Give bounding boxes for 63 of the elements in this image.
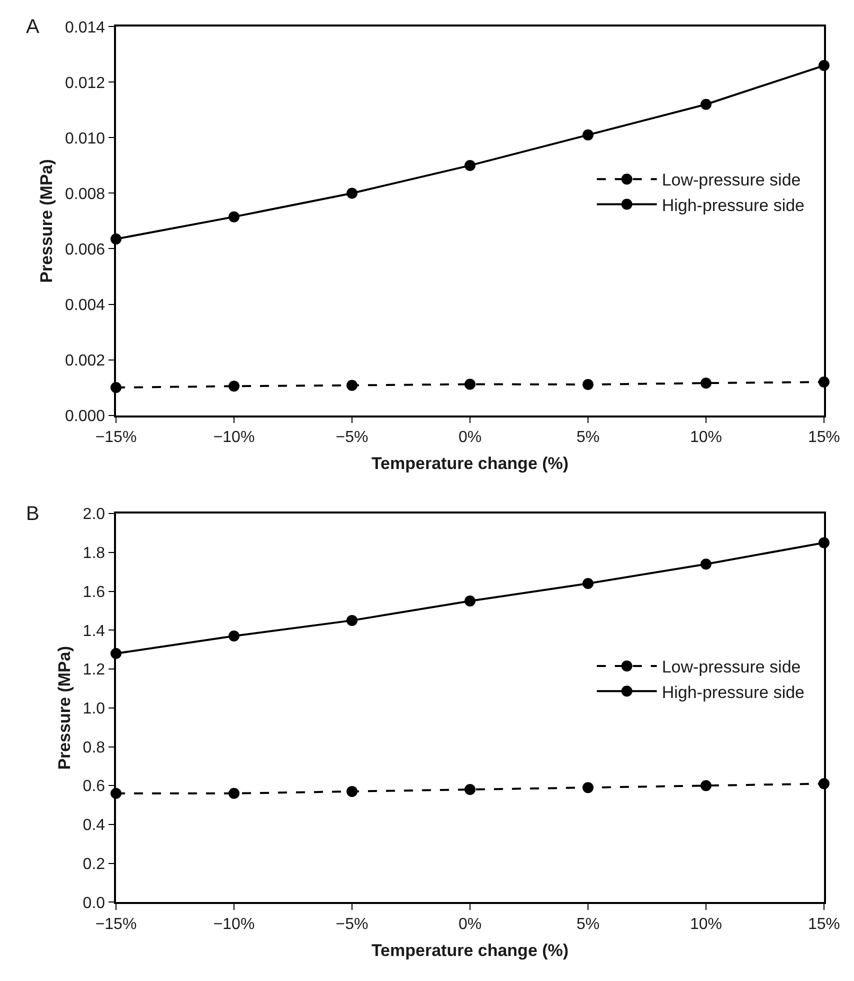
y-tick-label: 0.010 xyxy=(65,130,106,148)
point xyxy=(464,784,476,795)
point xyxy=(228,211,240,222)
y-tick-label: 0.006 xyxy=(65,241,106,258)
y-tick-label: 0.002 xyxy=(65,352,106,370)
point xyxy=(346,380,358,391)
y-tick-label: 0.0 xyxy=(82,894,106,912)
point xyxy=(346,188,358,199)
point xyxy=(700,378,712,389)
x-axis-title: Temperature change (%) xyxy=(371,454,569,474)
y-tick-label: 1.8 xyxy=(82,545,106,562)
y-tick-label: 1.2 xyxy=(82,662,106,679)
legend-label: High-pressure side xyxy=(662,196,805,215)
chart-title: A xyxy=(26,16,40,38)
x-tick-label: 10% xyxy=(690,429,722,446)
point xyxy=(700,98,712,110)
x-tick-label: −5% xyxy=(336,429,368,446)
point xyxy=(228,788,240,799)
x-tick-label: −10% xyxy=(213,429,255,446)
point xyxy=(228,630,240,642)
y-tick-label: 0.6 xyxy=(82,778,106,796)
y-tick-label: 0.012 xyxy=(65,74,106,92)
point xyxy=(464,596,476,607)
point xyxy=(346,614,358,626)
y-tick-label: 1.6 xyxy=(82,584,106,601)
x-tick-label: −15% xyxy=(95,916,137,934)
point xyxy=(700,558,712,570)
y-tick-label: 0.008 xyxy=(65,186,106,203)
y-tick-label: 0.2 xyxy=(82,856,106,873)
point xyxy=(700,780,712,792)
x-tick-label: −5% xyxy=(336,916,368,934)
legend-label: High-pressure side xyxy=(662,682,805,702)
point xyxy=(228,380,240,392)
x-tick-label: 5% xyxy=(576,429,600,446)
point xyxy=(464,378,476,390)
y-tick-label: 1.0 xyxy=(82,700,106,718)
y-tick-label: 1.4 xyxy=(82,622,106,640)
x-tick-label: 10% xyxy=(690,916,722,934)
x-tick-label: 15% xyxy=(808,429,840,446)
point xyxy=(582,378,594,390)
y-tick-label: 0.014 xyxy=(65,19,106,36)
x-tick-label: −15% xyxy=(95,429,137,446)
y-axis-title: Pressure (MPa) xyxy=(54,646,74,770)
x-tick-label: 15% xyxy=(808,916,840,934)
y-tick-label: 0.000 xyxy=(65,408,106,425)
x-axis-title: Temperature change (%) xyxy=(371,941,569,960)
y-tick-label: 2.0 xyxy=(82,506,106,524)
chart-title: B xyxy=(26,503,40,525)
point xyxy=(464,160,476,171)
y-tick-label: 0.004 xyxy=(65,296,106,314)
x-tick-label: 0% xyxy=(458,916,482,934)
point xyxy=(346,786,358,797)
point xyxy=(582,129,594,140)
legend-label: Low-pressure side xyxy=(662,658,801,677)
y-axis-title: Pressure (MPa) xyxy=(37,159,56,283)
point xyxy=(582,578,594,590)
x-tick-label: 5% xyxy=(576,916,600,934)
y-tick-label: 0.4 xyxy=(82,817,106,834)
x-tick-label: 0% xyxy=(458,429,482,446)
point xyxy=(582,782,594,794)
x-tick-label: −10% xyxy=(213,916,255,934)
legend-label: Low-pressure side xyxy=(662,170,801,190)
y-tick-label: 0.8 xyxy=(82,739,106,756)
